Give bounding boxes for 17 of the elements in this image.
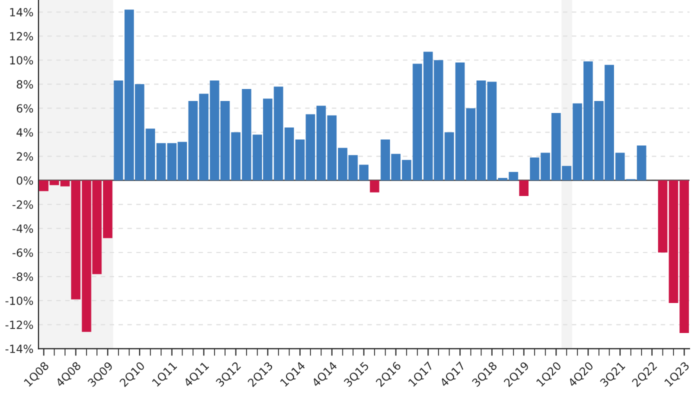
y-tick-label: -12% [5, 320, 34, 330]
y-tick-label: 2% [16, 152, 34, 161]
y-tick-label: -6% [12, 248, 34, 257]
y-tick-label: 8% [16, 80, 34, 89]
y-tick-label: 12% [10, 32, 34, 40]
y-tick-label: -8% [12, 272, 34, 281]
y-tick-label: -14% [5, 344, 34, 354]
y-tick-label: 14% [10, 8, 34, 16]
y-tick-label: 6% [16, 104, 34, 113]
y-tick-label: 0% [16, 176, 34, 185]
bar [370, 180, 380, 192]
y-tick-label: -10% [5, 296, 34, 305]
y-tick-label: -2% [12, 200, 34, 209]
y-tick-label: 4% [16, 128, 34, 137]
y-tick-label: -4% [12, 224, 34, 233]
y-tick-label: 10% [10, 56, 34, 64]
bar [519, 180, 529, 196]
